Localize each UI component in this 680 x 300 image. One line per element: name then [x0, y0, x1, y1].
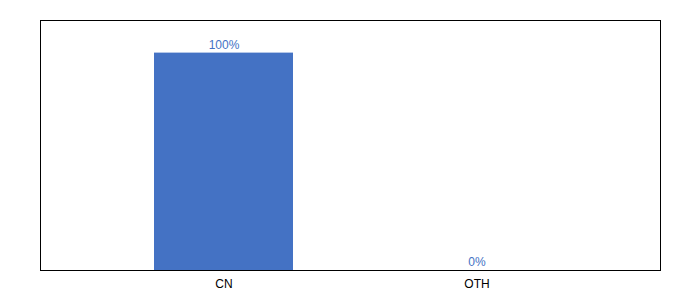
svg-text:CN: CN [215, 277, 232, 291]
svg-text:OTH: OTH [464, 277, 489, 291]
svg-text:100%: 100% [209, 38, 240, 52]
svg-text:0%: 0% [468, 255, 486, 269]
